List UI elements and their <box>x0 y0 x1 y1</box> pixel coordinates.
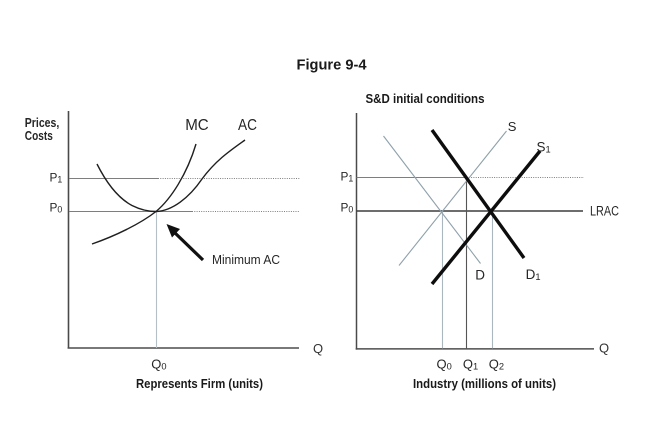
svg-text:Represents Firm (units): Represents Firm (units) <box>136 377 263 391</box>
svg-text:AC: AC <box>238 117 257 134</box>
svg-text:S: S <box>508 119 517 134</box>
svg-text:P1: P1 <box>50 171 63 185</box>
svg-text:S&D initial conditions: S&D initial conditions <box>366 92 485 106</box>
svg-text:LRAC: LRAC <box>590 204 619 219</box>
svg-text:MC: MC <box>185 117 209 134</box>
svg-text:D: D <box>475 268 485 283</box>
svg-text:Figure 9-4: Figure 9-4 <box>297 58 367 74</box>
svg-text:P1: P1 <box>341 170 354 184</box>
svg-text:Costs: Costs <box>25 128 53 143</box>
svg-text:Q: Q <box>599 341 609 356</box>
svg-text:P0: P0 <box>341 201 354 215</box>
svg-text:P0: P0 <box>50 200 63 214</box>
svg-text:Q: Q <box>313 341 323 356</box>
svg-text:Prices,: Prices, <box>25 115 60 130</box>
svg-text:Industry (millions of units): Industry (millions of units) <box>413 377 556 391</box>
svg-text:Minimum AC: Minimum AC <box>212 253 280 267</box>
